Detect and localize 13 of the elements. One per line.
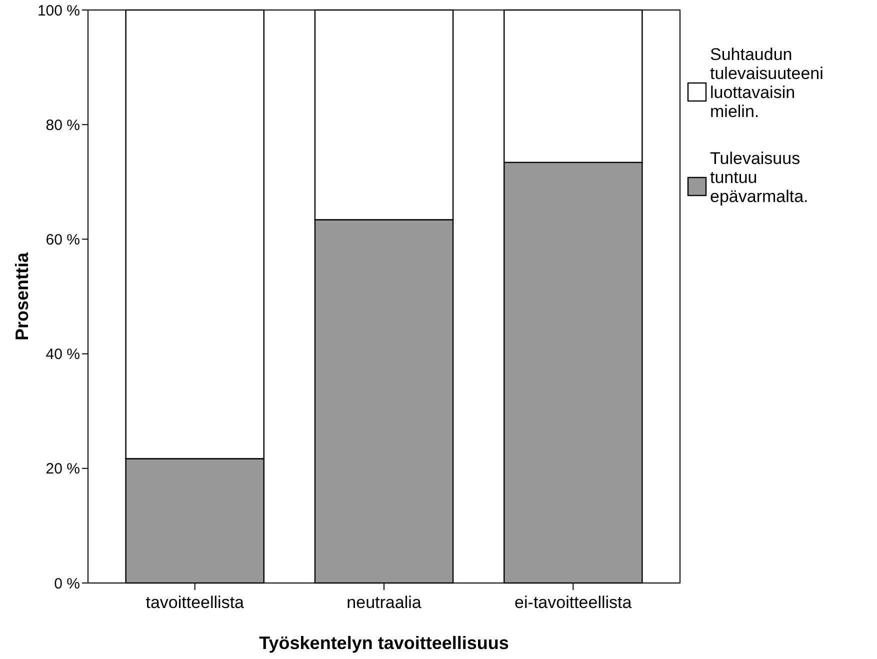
legend-label: Suhtaudun tulevaisuuteeni luottavaisin mielin. <box>710 45 824 121</box>
x-tick-label: neutraalia <box>346 593 422 612</box>
y-tick-label: 60 % <box>46 231 80 248</box>
x-tick-label: ei-tavoitteellista <box>514 593 632 612</box>
legend-label: Tulevaisuus tuntuu epävarmalta. <box>710 149 808 206</box>
x-tick-label: tavoitteellista <box>146 593 245 612</box>
y-tick-label: 40 % <box>46 346 80 364</box>
x-axis-title: Työskentelyn tavoitteellisuus <box>259 633 509 653</box>
y-axis-title: Prosenttia <box>12 252 32 341</box>
y-tick-label: 0 % <box>54 575 80 592</box>
y-tick-label: 80 % <box>46 116 80 134</box>
y-tick-label: 100 % <box>37 2 80 20</box>
y-tick-label: 20 % <box>46 460 80 478</box>
